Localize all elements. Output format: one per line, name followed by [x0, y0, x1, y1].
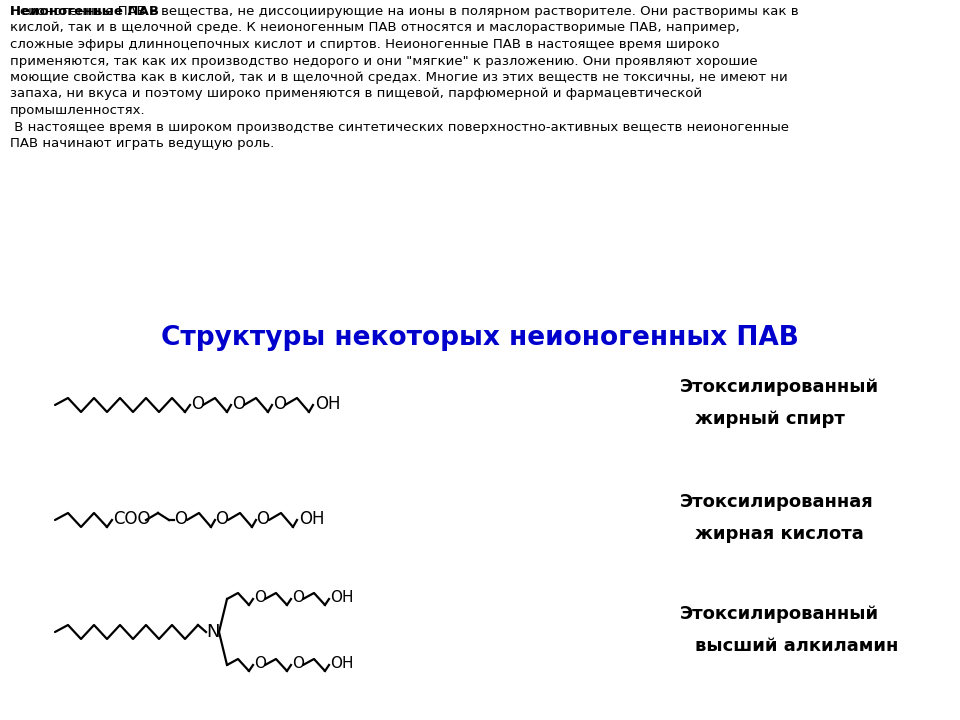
Text: Этоксилированная: Этоксилированная: [680, 493, 874, 511]
Text: O: O: [174, 510, 187, 528]
Text: O: O: [292, 590, 304, 606]
Text: Этоксилированный: Этоксилированный: [680, 605, 879, 623]
Text: COO: COO: [113, 510, 151, 528]
Text: O: O: [273, 395, 286, 413]
Text: O: O: [292, 657, 304, 672]
Text: O: O: [191, 395, 204, 413]
Text: высший алкиламин: высший алкиламин: [695, 637, 899, 655]
Text: O: O: [256, 510, 269, 528]
Text: O: O: [232, 395, 245, 413]
Text: Этоксилированный: Этоксилированный: [680, 378, 879, 396]
Text: OH: OH: [299, 510, 324, 528]
Text: жирный спирт: жирный спирт: [695, 410, 845, 428]
Text: Неионогенные ПАВ: Неионогенные ПАВ: [10, 5, 159, 18]
Text: O: O: [215, 510, 228, 528]
Text: O: O: [254, 657, 266, 672]
Text: O: O: [254, 590, 266, 606]
Text: OH: OH: [330, 590, 353, 606]
Text: Структуры некоторых неионогенных ПАВ: Структуры некоторых неионогенных ПАВ: [161, 325, 799, 351]
Text: OH: OH: [315, 395, 341, 413]
Text: Неионогенные ПАВ – вещества, не диссоциирующие на ионы в полярном растворителе. : Неионогенные ПАВ – вещества, не диссоции…: [10, 5, 799, 150]
Text: OH: OH: [330, 657, 353, 672]
Text: жирная кислота: жирная кислота: [695, 525, 864, 543]
Text: N: N: [206, 623, 220, 641]
